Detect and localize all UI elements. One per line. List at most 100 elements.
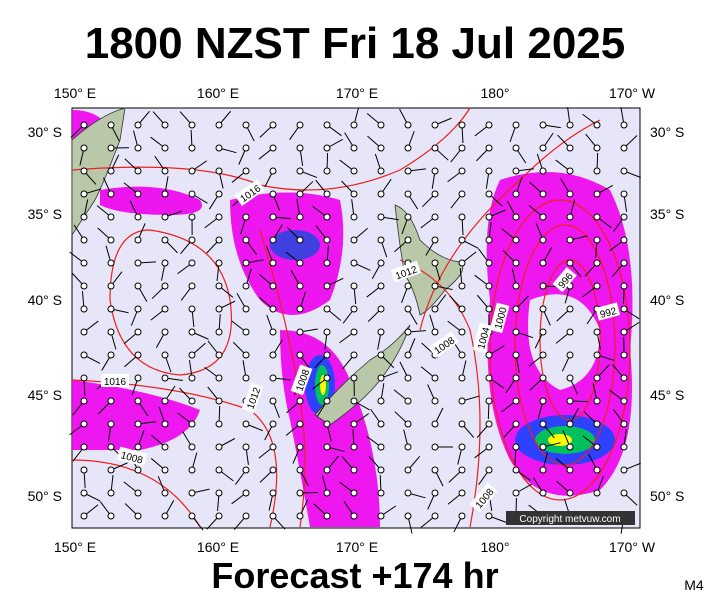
station [431,443,439,451]
station [107,236,115,244]
station [215,489,223,497]
station [296,236,304,244]
station [161,282,169,290]
station [134,282,142,290]
station [458,144,466,152]
station [107,443,115,451]
station [134,328,142,336]
station [215,121,223,129]
station [161,351,169,359]
station [512,190,520,198]
station [107,397,115,405]
precipitation-gap [528,294,600,390]
station [323,167,331,175]
station [323,121,331,129]
station [431,236,439,244]
station [377,328,385,336]
station [539,121,547,129]
station [566,397,574,405]
station [323,374,331,382]
station [458,351,466,359]
station [161,328,169,336]
lon-labels: 150° E 160° E 170° E 180° 170° W 150° E … [54,85,656,555]
station [512,213,520,221]
station [242,374,250,382]
station [350,420,358,428]
lon-label: 170° W [609,539,656,555]
station [512,397,520,405]
station [566,259,574,267]
station [539,328,547,336]
station [80,374,88,382]
forecast-label: Forecast +174 hr [211,555,498,596]
station [431,213,439,221]
station [539,374,547,382]
station [80,236,88,244]
station [269,351,277,359]
station [269,466,277,474]
station [161,167,169,175]
station [539,282,547,290]
station [215,466,223,474]
station [80,190,88,198]
station [215,167,223,175]
station [377,374,385,382]
station [620,282,628,290]
station [80,466,88,474]
station [377,443,385,451]
station [512,259,520,267]
station [107,167,115,175]
station [269,190,277,198]
station [377,489,385,497]
station [539,190,547,198]
station [323,190,331,198]
isobar-label: 992 [599,306,618,321]
station [80,305,88,313]
lat-labels: 30° S 35° S 40° S 45° S 50° S 30° S 35° … [28,124,685,504]
lon-label: 150° E [54,85,96,101]
station [134,121,142,129]
station [593,328,601,336]
station [593,397,601,405]
station [350,397,358,405]
station [188,236,196,244]
station [620,236,628,244]
station [269,167,277,175]
station [566,167,574,175]
station [242,512,250,520]
station [566,213,574,221]
station [296,167,304,175]
station [566,374,574,382]
station [215,374,223,382]
station [161,466,169,474]
station [566,328,574,336]
station [161,305,169,313]
station [458,259,466,267]
station [539,489,547,497]
station [134,144,142,152]
station [107,190,115,198]
station [134,397,142,405]
station [485,259,493,267]
station [80,443,88,451]
station [458,420,466,428]
station [296,190,304,198]
station [134,236,142,244]
station [485,512,493,520]
station [215,512,223,520]
station [215,420,223,428]
station [323,512,331,520]
station [161,144,169,152]
station [350,351,358,359]
station [215,443,223,451]
station [431,144,439,152]
station [431,305,439,313]
isobar-label: 1016 [104,377,127,388]
station [80,213,88,221]
station [80,397,88,405]
station [404,144,412,152]
station [485,305,493,313]
station [539,443,547,451]
station [485,374,493,382]
station [458,305,466,313]
